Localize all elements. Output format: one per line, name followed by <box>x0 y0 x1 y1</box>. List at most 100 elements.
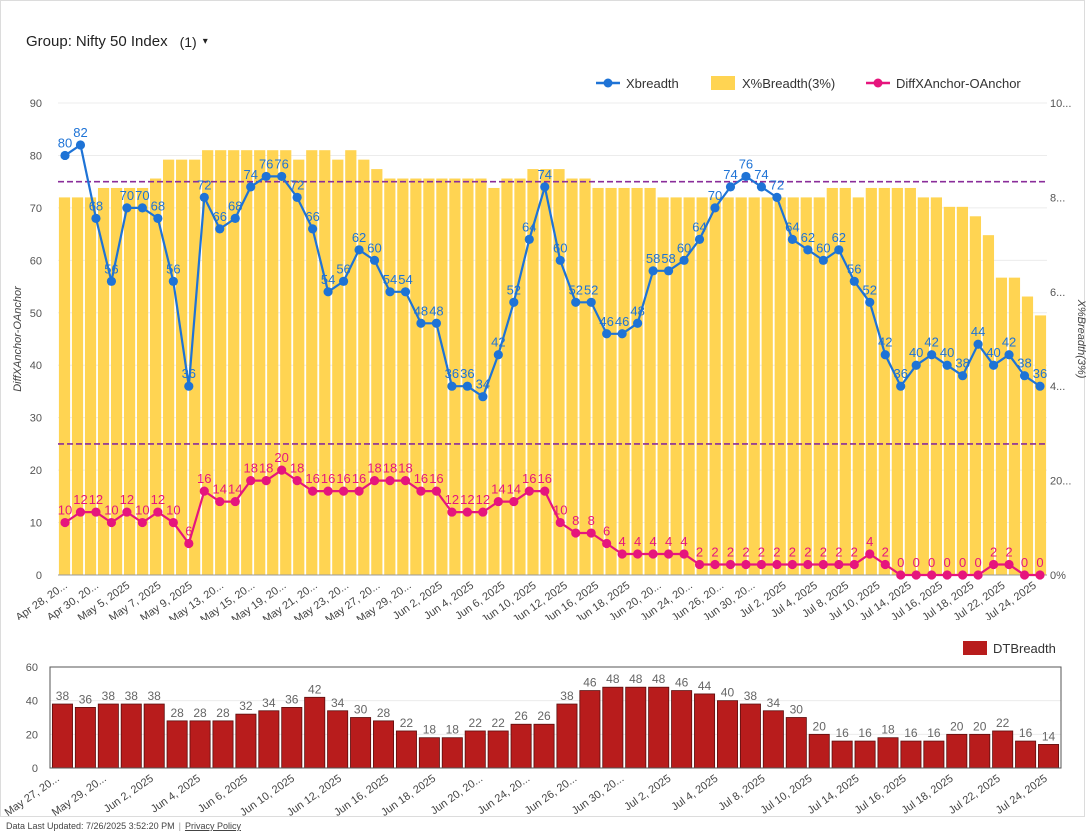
xbreadth-point <box>710 203 720 213</box>
xbreadth-point <box>865 297 875 307</box>
dt-breadth-label: 48 <box>652 672 666 686</box>
diff-anchor-label: 10 <box>58 503 72 518</box>
xbreadth-point <box>106 276 117 286</box>
dt-legend[interactable]: DTBreadth <box>963 641 1056 656</box>
group-value[interactable]: Nifty 50 Index <box>75 33 168 50</box>
xbreadth-label: 60 <box>553 240 567 255</box>
xbreadth-label: 48 <box>630 303 644 318</box>
x-pct-breadth-bar <box>293 159 305 575</box>
diff-anchor-point <box>710 559 720 570</box>
dt-breadth-bar <box>258 710 280 769</box>
dt-breadth-label: 20 <box>950 719 964 733</box>
x-pct-breadth-bar <box>306 150 318 575</box>
diff-anchor-point <box>323 486 333 496</box>
footer: Data Last Updated: 7/26/2025 3:52:20 PM … <box>6 821 241 831</box>
dt-breadth-label: 30 <box>354 703 368 717</box>
dt-breadth-bar <box>373 720 395 769</box>
xbreadth-point <box>1019 371 1030 381</box>
xbreadth-point <box>617 329 627 339</box>
xbreadth-label: 36 <box>460 366 474 381</box>
xbreadth-label: 82 <box>73 125 87 140</box>
diff-anchor-label: 16 <box>197 471 211 486</box>
diff-anchor-point <box>973 570 983 580</box>
xbreadth-point <box>694 234 705 244</box>
y-tick-label: 50 <box>30 308 42 320</box>
xbreadth-point <box>911 360 921 370</box>
xbreadth-label: 62 <box>832 230 846 245</box>
dt-breadth-label: 18 <box>423 723 437 737</box>
x-pct-breadth-bar <box>787 197 799 575</box>
diff-anchor-point <box>308 486 318 496</box>
x-pct-breadth-bar <box>436 178 448 575</box>
diff-anchor-label: 2 <box>882 545 889 560</box>
xbreadth-label: 38 <box>1017 356 1031 371</box>
diff-anchor-point <box>633 549 643 559</box>
diff-anchor-label: 18 <box>398 461 412 476</box>
x-pct-breadth-bar <box>319 150 331 575</box>
diff-anchor-point <box>586 528 596 538</box>
x-tick-label: Jul 16, 2025 <box>853 773 909 817</box>
x-pct-breadth-bar <box>384 178 396 575</box>
footer-separator: | <box>178 821 181 831</box>
chevron-down-icon[interactable]: ▾ <box>202 36 208 47</box>
diff-anchor-label: 12 <box>89 492 103 507</box>
diff-anchor-label: 8 <box>572 513 579 528</box>
x-pct-breadth-bar <box>332 159 344 575</box>
x-pct-breadth-bar <box>774 197 786 575</box>
diff-anchor-point <box>927 570 937 580</box>
dt-breadth-label: 36 <box>79 692 93 706</box>
legend-label: DiffXAnchor-OAnchor <box>896 76 1021 91</box>
diff-anchor-point <box>602 538 612 549</box>
xbreadth-label: 36 <box>182 366 196 381</box>
xbreadth-label: 74 <box>754 167 768 182</box>
diff-anchor-point <box>540 486 550 496</box>
diff-anchor-label: 0 <box>928 555 935 570</box>
diff-anchor-label: 4 <box>680 534 687 549</box>
privacy-policy-link[interactable]: Privacy Policy <box>184 821 241 831</box>
diff-anchor-point <box>277 465 287 475</box>
x-pct-breadth-bar <box>215 150 227 575</box>
xbreadth-label: 42 <box>1002 335 1016 350</box>
x-pct-breadth-bar <box>1034 315 1047 575</box>
y2-tick-label: 4... <box>1050 381 1065 393</box>
dt-breadth-bar <box>1015 740 1037 769</box>
group-selector[interactable]: Group: Nifty 50 Index (1) ▾ <box>26 33 208 50</box>
main-legend[interactable]: Xbreadth X%Breadth(3%) DiffXAnchor-OAnchor <box>596 76 1021 91</box>
diff-anchor-point <box>509 496 519 507</box>
dt-breadth-label: 38 <box>744 689 758 703</box>
legend-swatch-bar <box>963 641 987 655</box>
x-pct-breadth-bar <box>267 150 279 575</box>
diff-anchor-point <box>354 486 364 496</box>
x-pct-breadth-bar <box>397 178 409 575</box>
dt-breadth-label: 16 <box>858 726 872 740</box>
dt-breadth-bar <box>579 690 601 769</box>
x-pct-breadth-bar <box>280 150 292 575</box>
legend-swatch-dot <box>603 78 613 88</box>
dt-breadth-label: 18 <box>881 723 895 737</box>
diff-anchor-point <box>958 570 968 580</box>
y-tick-label: 40 <box>30 360 42 372</box>
y-tick-label: 60 <box>26 662 38 674</box>
xbreadth-label: 56 <box>166 261 180 276</box>
xbreadth-point <box>648 266 658 276</box>
diff-anchor-label: 10 <box>135 503 149 518</box>
x-pct-breadth-bar <box>475 178 487 575</box>
x-pct-breadth-bar <box>917 197 929 575</box>
diff-anchor-label: 2 <box>851 545 858 560</box>
x-pct-breadth-bar <box>631 187 643 575</box>
xbreadth-point <box>1035 381 1045 391</box>
diff-anchor-point <box>1004 559 1014 570</box>
xbreadth-label: 68 <box>228 198 242 213</box>
diff-anchor-point <box>648 549 658 559</box>
xbreadth-label: 76 <box>274 156 288 171</box>
diff-anchor-label: 2 <box>727 545 734 560</box>
dt-breadth-bar <box>166 720 188 769</box>
xbreadth-point <box>493 350 503 360</box>
xbreadth-label: 46 <box>599 314 613 329</box>
diff-anchor-point <box>880 559 890 570</box>
diff-anchor-point <box>153 507 163 517</box>
x-pct-breadth-bar <box>371 169 383 575</box>
diff-anchor-label: 0 <box>897 555 904 570</box>
dt-breadth-bar <box>235 713 257 769</box>
diff-anchor-line <box>64 468 1040 577</box>
